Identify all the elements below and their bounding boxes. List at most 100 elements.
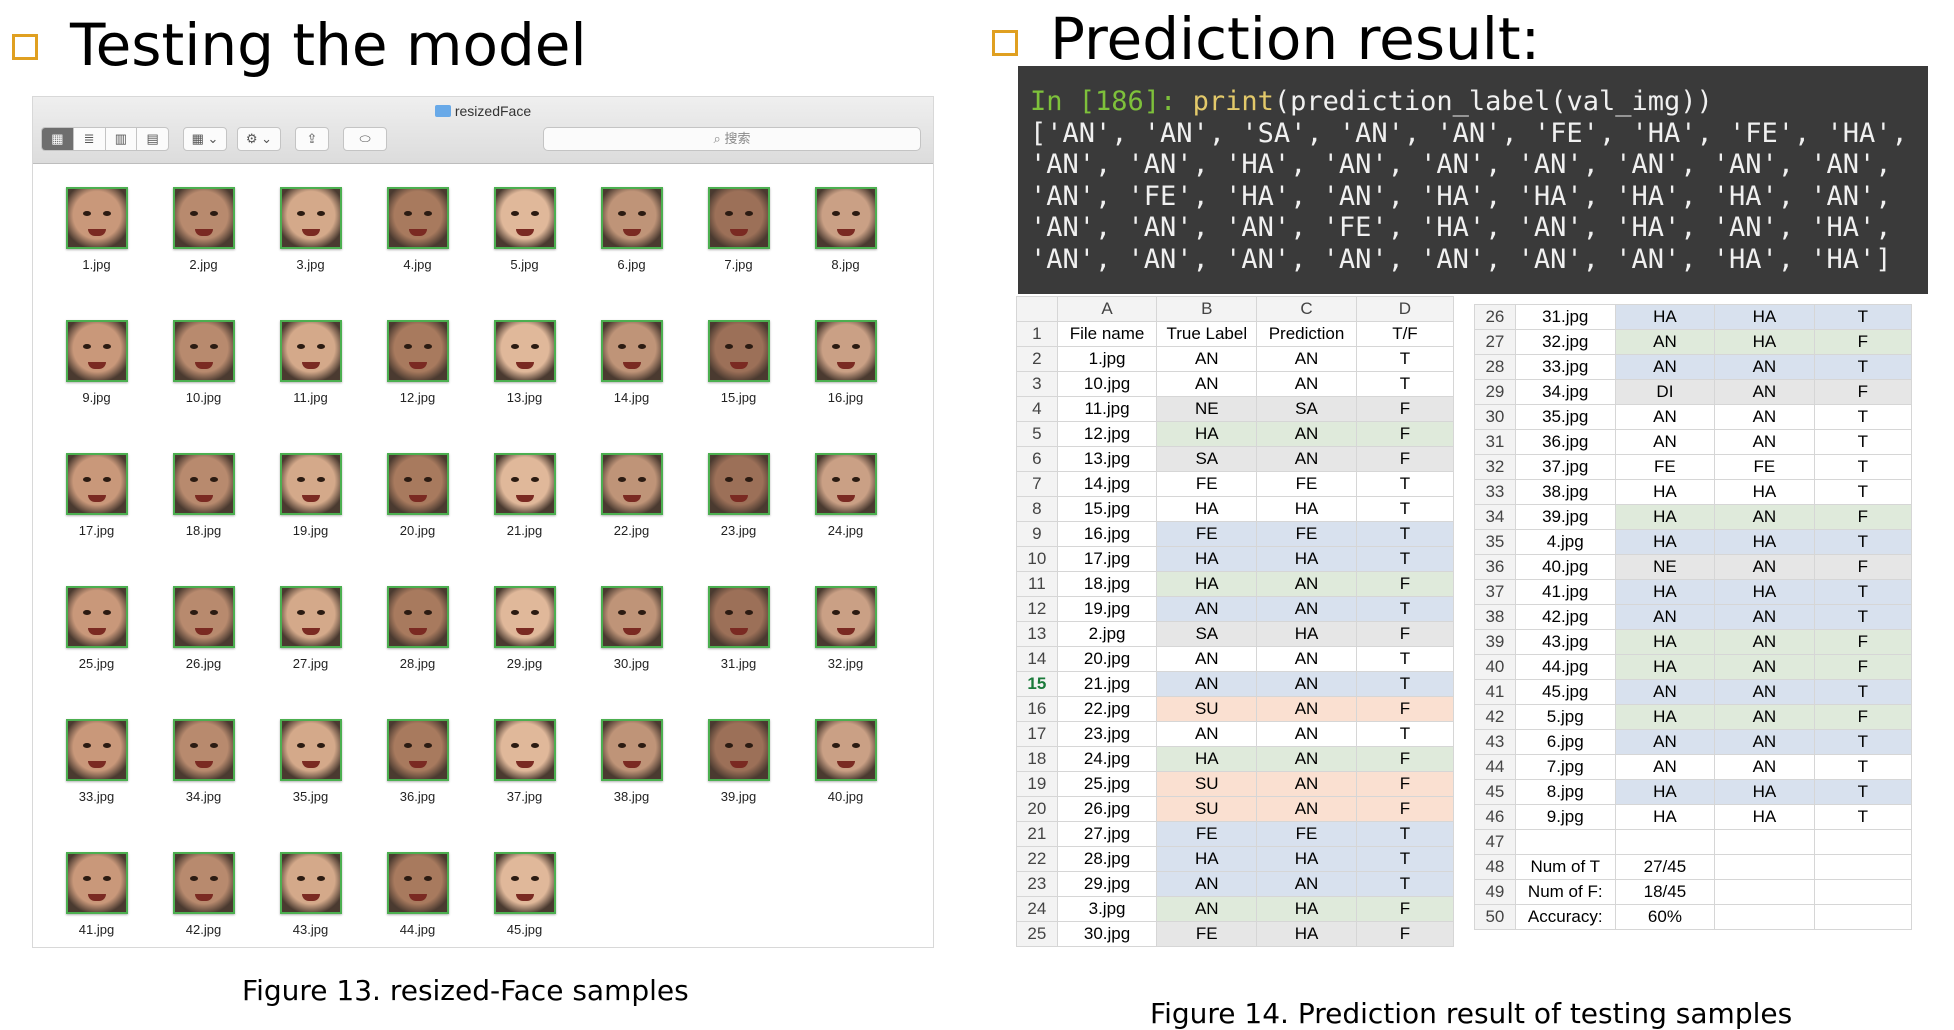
face-thumbnail[interactable]	[600, 453, 663, 515]
table-cell[interactable]	[1714, 854, 1815, 880]
table-cell[interactable]: F	[1355, 396, 1455, 422]
table-cell[interactable]: 44.jpg	[1514, 654, 1616, 680]
face-thumbnail[interactable]	[386, 852, 449, 914]
face-thumbnail[interactable]	[707, 586, 770, 648]
table-cell[interactable]: T	[1813, 804, 1913, 830]
table-cell[interactable]	[1813, 904, 1913, 930]
header-cell[interactable]: File name	[1056, 321, 1158, 347]
header-cell[interactable]: Prediction	[1256, 321, 1357, 347]
file-item[interactable]: 44.jpg	[364, 842, 471, 947]
table-cell[interactable]: SU	[1156, 796, 1258, 822]
table-cell[interactable]: 17.jpg	[1056, 546, 1158, 572]
table-cell[interactable]: AN	[1714, 629, 1815, 655]
table-cell[interactable]: HA	[1614, 629, 1716, 655]
table-cell[interactable]: AN	[1256, 696, 1357, 722]
face-thumbnail[interactable]	[279, 320, 342, 382]
row-number[interactable]: 41	[1474, 679, 1516, 705]
file-item[interactable]: 40.jpg	[792, 709, 899, 842]
table-cell[interactable]: HA	[1256, 921, 1357, 947]
table-cell[interactable]: FE	[1256, 471, 1357, 497]
table-cell[interactable]: 39.jpg	[1514, 504, 1616, 530]
table-cell[interactable]: 1.jpg	[1056, 346, 1158, 372]
face-thumbnail[interactable]	[172, 453, 235, 515]
table-cell[interactable]: AN	[1714, 679, 1815, 705]
table-cell[interactable]: HA	[1714, 804, 1815, 830]
table-cell[interactable]: AN	[1614, 354, 1716, 380]
file-item[interactable]: 22.jpg	[578, 443, 685, 576]
row-number[interactable]: 32	[1474, 454, 1516, 480]
table-cell[interactable]: 41.jpg	[1514, 579, 1616, 605]
table-cell[interactable]: F	[1355, 446, 1455, 472]
table-cell[interactable]: HA	[1614, 579, 1716, 605]
row-number[interactable]: 3	[1016, 371, 1058, 397]
summary-label[interactable]: Num of F:	[1514, 879, 1616, 905]
face-thumbnail[interactable]	[600, 719, 663, 781]
table-cell[interactable]: T	[1355, 346, 1455, 372]
table-cell[interactable]: HA	[1614, 304, 1716, 330]
row-number[interactable]: 4	[1016, 396, 1058, 422]
table-cell[interactable]: AN	[1714, 554, 1815, 580]
icon-view-icon[interactable]: ▦	[42, 128, 74, 150]
table-cell[interactable]: 43.jpg	[1514, 629, 1616, 655]
file-item[interactable]: 24.jpg	[792, 443, 899, 576]
table-cell[interactable]: 27.jpg	[1056, 821, 1158, 847]
table-cell[interactable]: AN	[1256, 371, 1357, 397]
row-number[interactable]: 50	[1474, 904, 1516, 930]
table-cell[interactable]: 11.jpg	[1056, 396, 1158, 422]
table-cell[interactable]: 18.jpg	[1056, 571, 1158, 597]
file-item[interactable]: 2.jpg	[150, 177, 257, 310]
table-cell[interactable]: SA	[1156, 446, 1258, 472]
table-cell[interactable]: F	[1355, 796, 1455, 822]
table-cell[interactable]: 26.jpg	[1056, 796, 1158, 822]
column-view-icon[interactable]: ▥	[106, 128, 138, 150]
action-gear-button[interactable]: ⚙ ⌄	[237, 127, 281, 151]
file-item[interactable]: 13.jpg	[471, 310, 578, 443]
face-thumbnail[interactable]	[386, 453, 449, 515]
table-cell[interactable]: 23.jpg	[1056, 721, 1158, 747]
table-cell[interactable]: F	[1813, 629, 1913, 655]
table-cell[interactable]: HA	[1156, 571, 1258, 597]
row-number[interactable]: 47	[1474, 829, 1516, 855]
face-thumbnail[interactable]	[707, 719, 770, 781]
face-thumbnail[interactable]	[279, 453, 342, 515]
file-item[interactable]: 27.jpg	[257, 576, 364, 709]
file-item[interactable]: 36.jpg	[364, 709, 471, 842]
table-cell[interactable]: T	[1355, 721, 1455, 747]
table-cell[interactable]: HA	[1256, 896, 1357, 922]
table-cell[interactable]: HA	[1256, 496, 1357, 522]
file-item[interactable]: 19.jpg	[257, 443, 364, 576]
face-thumbnail[interactable]	[65, 320, 128, 382]
table-cell[interactable]: HA	[1156, 546, 1258, 572]
row-number[interactable]: 20	[1016, 796, 1058, 822]
file-item[interactable]: 38.jpg	[578, 709, 685, 842]
table-cell[interactable]: T	[1355, 546, 1455, 572]
table-cell[interactable]: AN	[1714, 604, 1815, 630]
table-cell[interactable]: 9.jpg	[1514, 804, 1616, 830]
face-thumbnail[interactable]	[814, 719, 877, 781]
table-cell[interactable]: F	[1813, 704, 1913, 730]
table-cell[interactable]: T	[1813, 579, 1913, 605]
table-cell[interactable]: AN	[1156, 896, 1258, 922]
table-cell[interactable]: F	[1355, 571, 1455, 597]
table-cell[interactable]: 2.jpg	[1056, 621, 1158, 647]
file-item[interactable]: 8.jpg	[792, 177, 899, 310]
face-thumbnail[interactable]	[386, 320, 449, 382]
table-cell[interactable]: AN	[1714, 404, 1815, 430]
table-cell[interactable]: FE	[1614, 454, 1716, 480]
table-cell[interactable]: 20.jpg	[1056, 646, 1158, 672]
row-number[interactable]: 37	[1474, 579, 1516, 605]
row-number[interactable]: 48	[1474, 854, 1516, 880]
row-number[interactable]: 1	[1016, 321, 1058, 347]
table-cell[interactable]: 31.jpg	[1514, 304, 1616, 330]
file-item[interactable]: 11.jpg	[257, 310, 364, 443]
table-cell[interactable]: T	[1355, 496, 1455, 522]
table-cell[interactable]: HA	[1714, 479, 1815, 505]
face-thumbnail[interactable]	[493, 852, 556, 914]
table-cell[interactable]: 4.jpg	[1514, 529, 1616, 555]
face-thumbnail[interactable]	[172, 320, 235, 382]
table-cell[interactable]: AN	[1256, 571, 1357, 597]
row-number[interactable]: 44	[1474, 754, 1516, 780]
table-cell[interactable]: AN	[1714, 429, 1815, 455]
table-cell[interactable]: AN	[1714, 504, 1815, 530]
face-thumbnail[interactable]	[814, 586, 877, 648]
